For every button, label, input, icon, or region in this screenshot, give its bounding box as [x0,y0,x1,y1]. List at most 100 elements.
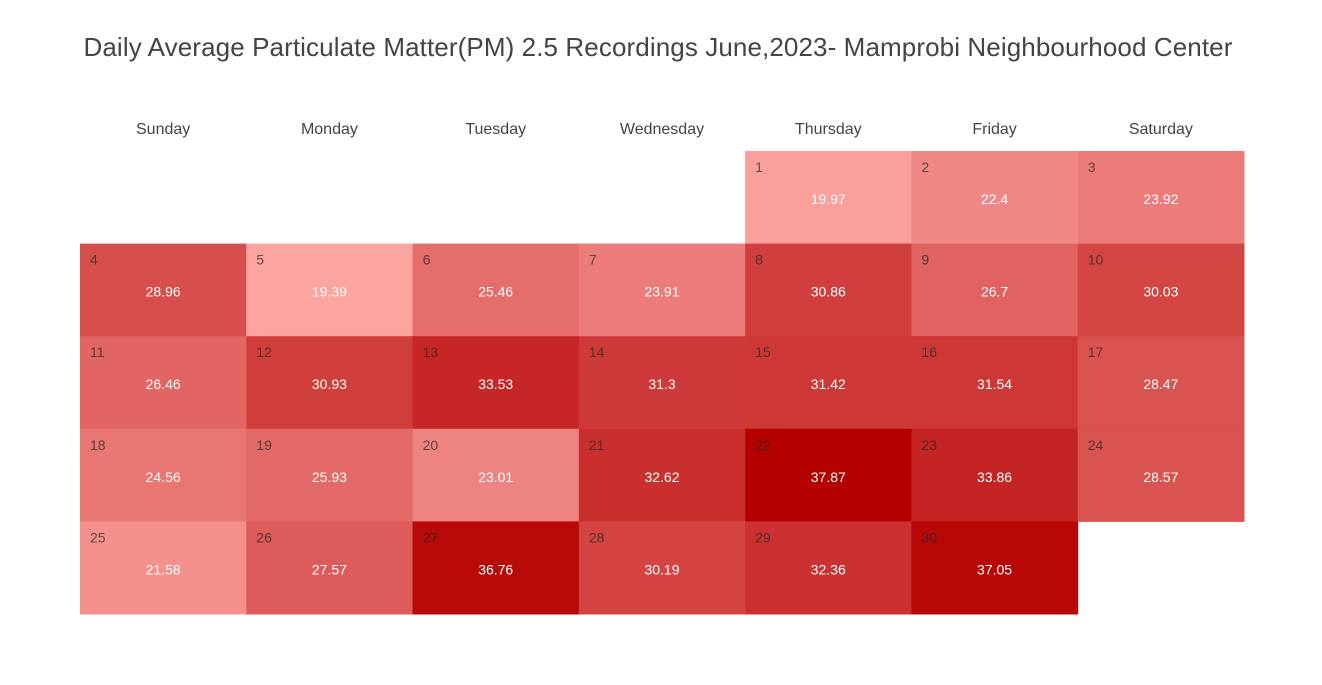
day-number: 7 [589,252,597,268]
day-number: 8 [755,252,763,268]
day-cell: 11 26.46 [80,336,247,430]
day-cell-rect [911,336,1079,430]
day-cell: 25 21.58 [80,521,247,615]
day-value-label: 30.86 [811,284,846,300]
day-number: 11 [90,344,105,360]
day-cell-rect [911,151,1079,245]
day-number: 15 [755,344,771,360]
day-cell: 723.91 [578,243,746,337]
day-number: 4 [90,252,98,268]
day-cell: 19 25.93 [246,428,414,522]
day-cell: 22 37.87 [745,428,912,522]
day-cell-rect [80,428,247,522]
day-number: 10 [1088,252,1104,268]
day-cell-rect [745,243,912,337]
day-cell-rect [1077,151,1245,245]
day-cell-rect [246,243,414,337]
day-value-label: 28.57 [1143,469,1178,485]
day-number: 27 [423,529,439,545]
day-value-label: 26.46 [146,376,181,392]
day-cell-rect [745,151,912,245]
day-cell: 323.92 [1077,151,1245,245]
day-cell-rect [412,428,580,522]
day-number: 9 [921,252,929,268]
day-cell-rect [80,243,247,337]
weekday-header-friday: Friday [972,121,1016,138]
day-value-label: 19.97 [811,191,846,207]
day-cell: 29 32.36 [745,521,912,615]
day-number: 5 [256,252,264,268]
day-cell-rect [80,521,247,615]
day-cell: 28 30.19 [578,521,746,615]
day-value-label: 21.58 [146,561,181,577]
day-value-label: 33.53 [478,376,513,392]
day-cell: 14 31.3 [578,336,746,430]
day-cell: 12 30.93 [246,336,414,430]
day-cell-rect [745,521,912,615]
day-cell: 18 24.56 [80,428,247,522]
day-cell: 26 27.57 [246,521,414,615]
day-value-label: 33.86 [977,469,1012,485]
day-value-label: 24.56 [146,469,181,485]
day-cell-rect [412,243,580,337]
day-value-label: 28.47 [1143,376,1178,392]
day-number: 30 [921,529,937,545]
day-cell-rect [246,521,414,615]
day-value-label: 31.54 [977,376,1012,392]
day-cell: 24 28.57 [1077,428,1245,522]
day-cell: 15 31.42 [745,336,912,430]
day-value-label: 32.36 [811,561,846,577]
day-number: 17 [1088,344,1104,360]
day-number: 19 [256,437,272,453]
day-cell: 625.46 [412,243,580,337]
day-value-label: 19.39 [312,284,347,300]
day-number: 13 [423,344,439,360]
day-cell-rect [412,521,580,615]
day-cell-rect [578,428,746,522]
weekday-header-wednesday: Wednesday [620,121,704,138]
weekday-header-sunday: Sunday [136,121,190,138]
day-number: 18 [90,437,106,453]
day-cell: 20 23.01 [412,428,580,522]
chart-title: Daily Average Particulate Matter(PM) 2.5… [83,32,1233,62]
day-number: 3 [1088,159,1096,175]
day-value-label: 22.4 [981,191,1008,207]
day-value-label: 25.46 [478,284,513,300]
day-value-label: 36.76 [478,561,513,577]
day-value-label: 23.01 [478,469,513,485]
day-value-label: 37.05 [977,561,1012,577]
day-cell: 830.86 [745,243,912,337]
weekday-header-thursday: Thursday [795,121,862,138]
day-cell-rect [745,336,912,430]
day-cell: 222.4 [911,151,1079,245]
day-value-label: 27.57 [312,561,347,577]
day-cell: 119.97 [745,151,912,245]
day-cell: 428.96 [80,243,247,337]
day-number: 12 [256,344,272,360]
day-cell-rect [911,521,1079,615]
day-cell-rect [246,428,414,522]
day-number: 28 [589,529,605,545]
day-cell-rect [578,243,746,337]
day-number: 29 [755,529,771,545]
day-cell: 16 31.54 [911,336,1079,430]
weekday-header-monday: Monday [301,121,358,138]
day-value-label: 31.42 [811,376,846,392]
day-number: 23 [921,437,937,453]
day-cell-rect [246,336,414,430]
day-number: 1 [755,159,763,175]
day-number: 14 [589,344,605,360]
day-value-label: 25.93 [312,469,347,485]
day-cell-rect [1077,428,1245,522]
day-cell: 30 37.05 [911,521,1079,615]
day-number: 2 [921,159,929,175]
day-cell-rect [412,336,580,430]
day-cell-rect [911,243,1079,337]
day-value-label: 23.92 [1143,191,1178,207]
day-cell-rect [578,521,746,615]
day-number: 6 [423,252,431,268]
day-cell: 926.7 [911,243,1079,337]
day-number: 26 [256,529,272,545]
